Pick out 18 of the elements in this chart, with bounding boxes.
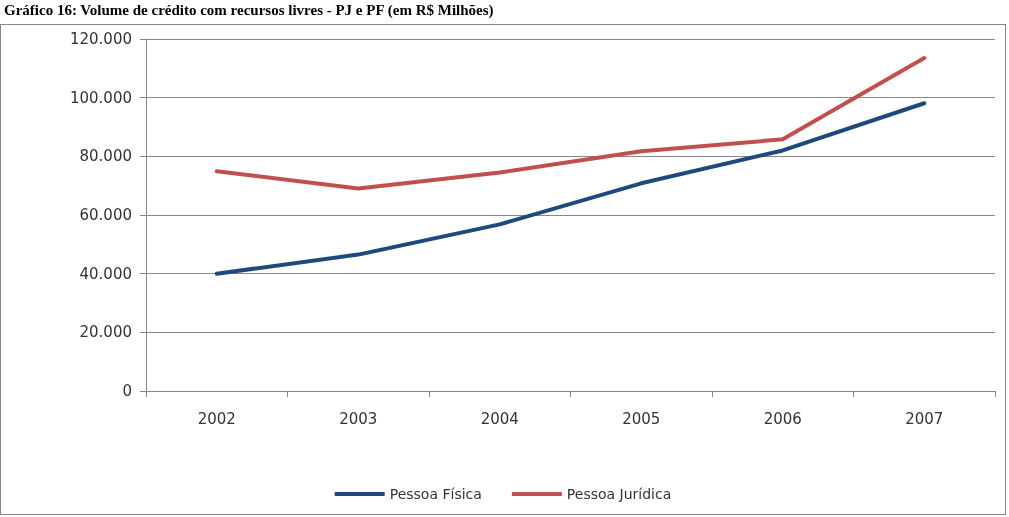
x-tick-label: 2002 <box>197 409 236 428</box>
legend-label: Pessoa Jurídica <box>566 486 672 502</box>
x-tick-label: 2006 <box>763 409 802 428</box>
y-tick-label: 0 <box>122 382 132 400</box>
y-tick-label: 80.000 <box>79 147 132 166</box>
x-tick-label: 2007 <box>905 409 944 428</box>
legend-label: Pessoa Física <box>389 486 482 502</box>
x-tick-label: 2003 <box>339 409 378 428</box>
chart-title: Gráfico 16: Volume de crédito com recursos livres - PJ e PF (em R$ Milhões) <box>3 1 495 20</box>
y-tick-label: 20.000 <box>79 323 132 342</box>
y-tick-label: 60.000 <box>79 206 132 224</box>
y-tick-label: 40.000 <box>79 264 132 283</box>
y-tick-label: 120.000 <box>69 30 132 48</box>
line-series <box>214 56 927 191</box>
line-series <box>214 101 927 276</box>
x-tick-label: 2005 <box>622 409 661 428</box>
x-tick-label: 2004 <box>480 409 519 428</box>
y-tick-label: 100.000 <box>69 88 132 107</box>
